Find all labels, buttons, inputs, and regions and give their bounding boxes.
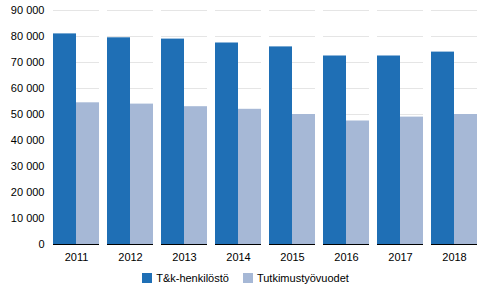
svg-text:20 000: 20 000 xyxy=(11,186,45,198)
svg-text:70 000: 70 000 xyxy=(11,56,45,68)
svg-text:60 000: 60 000 xyxy=(11,82,45,94)
svg-text:2018: 2018 xyxy=(442,251,466,263)
svg-text:80 000: 80 000 xyxy=(11,30,45,42)
svg-text:50 000: 50 000 xyxy=(11,108,45,120)
html-text:T&k-henkilöstö: T&k-henkilöstö xyxy=(156,272,229,284)
svg-text:2017: 2017 xyxy=(388,251,412,263)
svg-text:2014: 2014 xyxy=(226,251,250,263)
svg-text:2011: 2011 xyxy=(65,251,89,263)
svg-text:2012: 2012 xyxy=(118,251,142,263)
svg-text:2013: 2013 xyxy=(172,251,196,263)
svg-text:0: 0 xyxy=(38,238,44,250)
svg-text:90 000: 90 000 xyxy=(11,4,45,16)
svg-text:40 000: 40 000 xyxy=(11,134,45,146)
svg-text:10 000: 10 000 xyxy=(11,212,45,224)
svg-text:30 000: 30 000 xyxy=(11,160,45,172)
html-text:Tutkimustyövuodet: Tutkimustyövuodet xyxy=(256,272,349,284)
svg-text:2016: 2016 xyxy=(334,251,358,263)
svg-text:2015: 2015 xyxy=(280,251,304,263)
